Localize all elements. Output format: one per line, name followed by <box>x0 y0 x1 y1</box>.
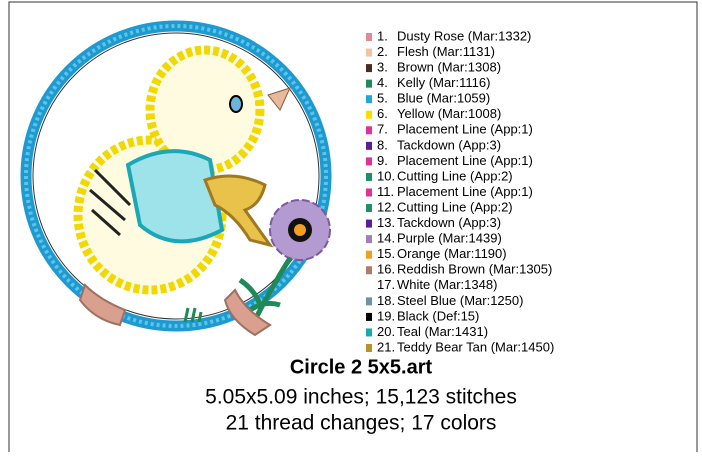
thread-name: Black (Def:15) <box>397 308 479 323</box>
thread-name: Dusty Rose (Mar:1332) <box>397 28 531 43</box>
thread-name: Teddy Bear Tan (Mar:1450) <box>397 339 554 354</box>
thread-number: 10. <box>377 168 395 183</box>
thread-swatch <box>366 189 372 197</box>
thread-name: Placement Line (App:1) <box>397 153 533 168</box>
thread-number: 20. <box>377 324 395 339</box>
thread-swatch <box>366 313 372 321</box>
thread-number: 8. <box>377 137 388 152</box>
thread-number: 11. <box>377 184 394 199</box>
thread-name: White (Mar:1348) <box>397 277 497 292</box>
thread-swatch <box>366 328 372 336</box>
thread-swatch <box>366 297 372 305</box>
thread-number: 6. <box>377 106 388 121</box>
thread-swatch <box>366 142 372 150</box>
thread-number: 21. <box>377 339 395 354</box>
thread-name: Placement Line (App:1) <box>397 184 533 199</box>
design-changes: 21 thread changes; 17 colors <box>226 412 497 435</box>
thread-swatch <box>366 220 372 228</box>
thread-swatch <box>366 95 372 103</box>
thread-name: Purple (Mar:1439) <box>397 231 502 246</box>
thread-swatch <box>366 64 372 72</box>
thread-swatch <box>366 251 372 259</box>
thread-swatch <box>366 204 372 212</box>
thread-swatch <box>366 173 372 181</box>
thread-swatch <box>366 282 372 290</box>
thread-name: Placement Line (App:1) <box>397 122 533 137</box>
thread-number: 12. <box>377 199 395 214</box>
thread-number: 18. <box>377 293 395 308</box>
thread-name: Tackdown (App:3) <box>397 137 501 152</box>
thread-name: Cutting Line (App:2) <box>397 168 513 183</box>
thread-swatch <box>366 33 372 41</box>
design-title: Circle 2 5x5.art <box>290 356 433 378</box>
thread-name: Teal (Mar:1431) <box>397 324 488 339</box>
thread-number: 16. <box>377 262 395 277</box>
thread-swatch <box>366 126 372 134</box>
thread-number: 9. <box>377 153 388 168</box>
thread-swatch <box>366 157 372 165</box>
thread-number: 17. <box>377 277 395 292</box>
thread-number: 3. <box>377 60 388 75</box>
thread-name: Steel Blue (Mar:1250) <box>397 293 523 308</box>
thread-number: 19. <box>377 308 395 323</box>
thread-swatch <box>366 111 372 119</box>
thread-number: 5. <box>377 91 388 106</box>
thread-number: 7. <box>377 122 388 137</box>
thread-swatch <box>366 344 372 352</box>
thread-number: 15. <box>377 246 395 261</box>
thread-number: 1. <box>377 28 388 43</box>
thread-name: Kelly (Mar:1116) <box>397 75 490 90</box>
thread-name: Cutting Line (App:2) <box>397 199 513 214</box>
thread-name: Yellow (Mar:1008) <box>397 106 501 121</box>
design-card: 1. Dusty Rose (Mar:1332) 2. Flesh (Mar:1131… <box>0 0 702 452</box>
thread-name: Orange (Mar:1190) <box>397 246 507 261</box>
thread-name: Flesh (Mar:1131) <box>397 44 495 59</box>
thread-name: Tackdown (App:3) <box>397 215 501 230</box>
thread-number: 4. <box>377 75 388 90</box>
thread-name: Blue (Mar:1059) <box>397 91 490 106</box>
thread-swatch <box>366 80 372 88</box>
thread-swatch <box>366 266 372 274</box>
thread-swatch <box>366 235 372 243</box>
thread-number: 2. <box>377 44 388 59</box>
thread-number: 14. <box>377 231 395 246</box>
thread-swatch <box>366 49 372 57</box>
design-size: 5.05x5.09 inches; 15,123 stitches <box>205 386 517 409</box>
thread-name: Reddish Brown (Mar:1305) <box>397 262 552 277</box>
thread-number: 13. <box>377 215 395 230</box>
thread-name: Brown (Mar:1308) <box>397 60 501 75</box>
